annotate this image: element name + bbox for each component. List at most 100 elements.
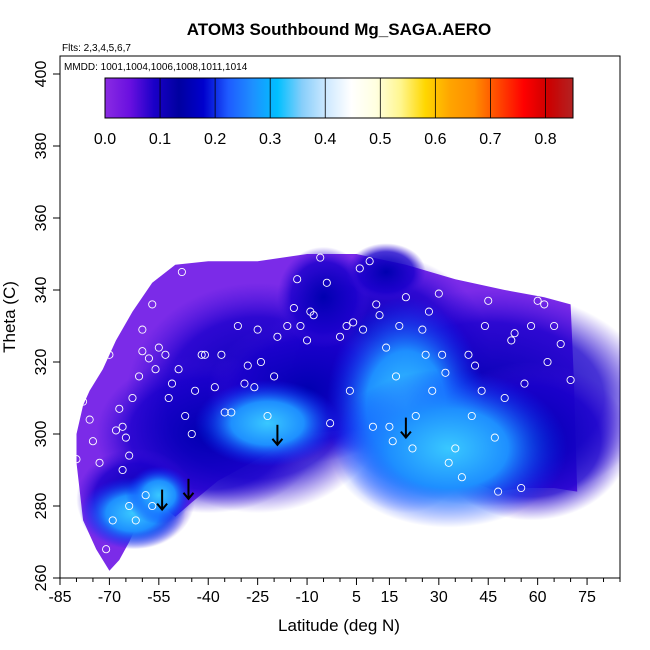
sample-point <box>543 357 552 367</box>
sample-point <box>243 361 252 370</box>
colorbar-bar <box>104 77 574 119</box>
heatmap-cell <box>194 380 341 467</box>
x-tick-label: 30 <box>430 589 448 606</box>
sample-point <box>345 386 354 395</box>
sample-point <box>283 321 292 331</box>
sample-point <box>293 275 302 284</box>
y-axis: 260 280 300 320 340 360 380 400 <box>33 61 60 592</box>
colorbar-ticks: 0.0 0.1 0.2 0.3 0.4 0.5 0.6 0.7 0.8 <box>94 78 557 148</box>
sample-point <box>256 357 265 367</box>
y-tick-label: 360 <box>33 205 50 232</box>
sample-point <box>454 271 463 280</box>
sample-point <box>125 501 134 511</box>
sample-point <box>138 325 147 334</box>
sample-point <box>411 411 420 421</box>
plot-area <box>59 55 621 579</box>
sample-point <box>451 444 460 453</box>
sample-point <box>467 411 476 421</box>
sample-point <box>533 296 542 305</box>
sample-point <box>316 253 325 262</box>
sample-point <box>484 296 493 305</box>
arrow-head <box>156 502 168 512</box>
sample-point <box>527 321 536 331</box>
sample-point <box>523 278 532 287</box>
sample-point <box>428 386 437 395</box>
y-tick-label: 300 <box>33 421 50 448</box>
tropopause-arrow <box>400 417 412 440</box>
colorbar-tick-label: 0.7 <box>479 131 501 148</box>
sample-point <box>507 336 516 345</box>
sample-point <box>191 386 200 395</box>
sample-point <box>102 545 111 554</box>
colorbar-tick-label: 0.2 <box>204 131 226 148</box>
x-tick-label: -40 <box>197 589 220 606</box>
colorbar-tick-label: 0.4 <box>314 131 336 148</box>
colorbar-tick-label: 0.0 <box>94 131 116 148</box>
y-tick-label: 340 <box>33 277 50 304</box>
sample-point <box>144 354 153 363</box>
sample-point <box>490 433 499 442</box>
sample-point <box>177 267 186 277</box>
colorbar-tick-label: 0.8 <box>534 131 556 148</box>
sample-point <box>92 365 101 374</box>
sample-point <box>273 332 282 341</box>
heatmap-cell <box>346 243 426 301</box>
x-tick-label: -10 <box>295 589 318 606</box>
sample-point <box>131 516 140 525</box>
sample-point <box>217 350 226 359</box>
sample-point <box>471 361 480 370</box>
sample-point <box>391 372 401 381</box>
sample-point <box>250 383 259 392</box>
sample-point <box>464 350 473 359</box>
sample-point <box>210 383 219 392</box>
sample-point <box>520 379 529 388</box>
sample-point <box>444 458 453 467</box>
colorbar-tick-label: 0.3 <box>259 131 281 148</box>
sample-point <box>151 365 160 374</box>
tropopause-arrows <box>156 417 412 512</box>
sample-point <box>164 393 173 403</box>
sample-point <box>326 419 335 428</box>
y-tick-label: 260 <box>33 565 50 592</box>
sample-point <box>388 437 397 446</box>
sample-point <box>365 257 374 266</box>
sample-point <box>424 307 433 316</box>
sample-point <box>95 458 104 467</box>
arrow-head <box>271 438 284 447</box>
sample-point <box>128 393 137 403</box>
y-tick-label: 320 <box>33 349 50 376</box>
sample-point <box>438 350 447 359</box>
x-tick-label: 45 <box>479 589 497 606</box>
sample-point <box>441 368 450 377</box>
sample-point <box>408 444 417 453</box>
sample-point <box>138 347 147 356</box>
sample-point <box>355 264 364 273</box>
sample-point <box>263 411 272 421</box>
x-tick-label: 75 <box>578 589 596 606</box>
sample-point <box>434 289 443 298</box>
sample-point <box>125 451 134 460</box>
sample-point <box>154 343 163 352</box>
sample-point <box>115 404 124 413</box>
x-tick-label: -85 <box>48 589 71 606</box>
tropopause-arrow <box>156 489 168 512</box>
y-axis-label: Theta (C) <box>0 281 19 353</box>
sample-point <box>118 465 127 475</box>
dates-note: MMDD: 1001,1004,1006,1008,1011,1014 <box>64 62 248 73</box>
sample-point <box>385 422 394 431</box>
sample-point <box>233 321 242 331</box>
sample-point <box>148 501 157 511</box>
x-tick-label: 60 <box>529 589 547 606</box>
sample-point <box>303 336 312 345</box>
sample-point <box>270 372 279 381</box>
sample-point <box>289 303 298 313</box>
sample-point <box>200 350 209 359</box>
x-tick-label: -55 <box>147 589 170 606</box>
sample-point <box>79 397 88 406</box>
sample-point <box>372 300 381 309</box>
sample-point <box>335 332 345 341</box>
sample-point <box>227 408 236 417</box>
sample-point <box>382 343 391 352</box>
colorbar: 0.0 0.1 0.2 0.3 0.4 0.5 0.6 0.7 0.8 <box>94 77 574 148</box>
